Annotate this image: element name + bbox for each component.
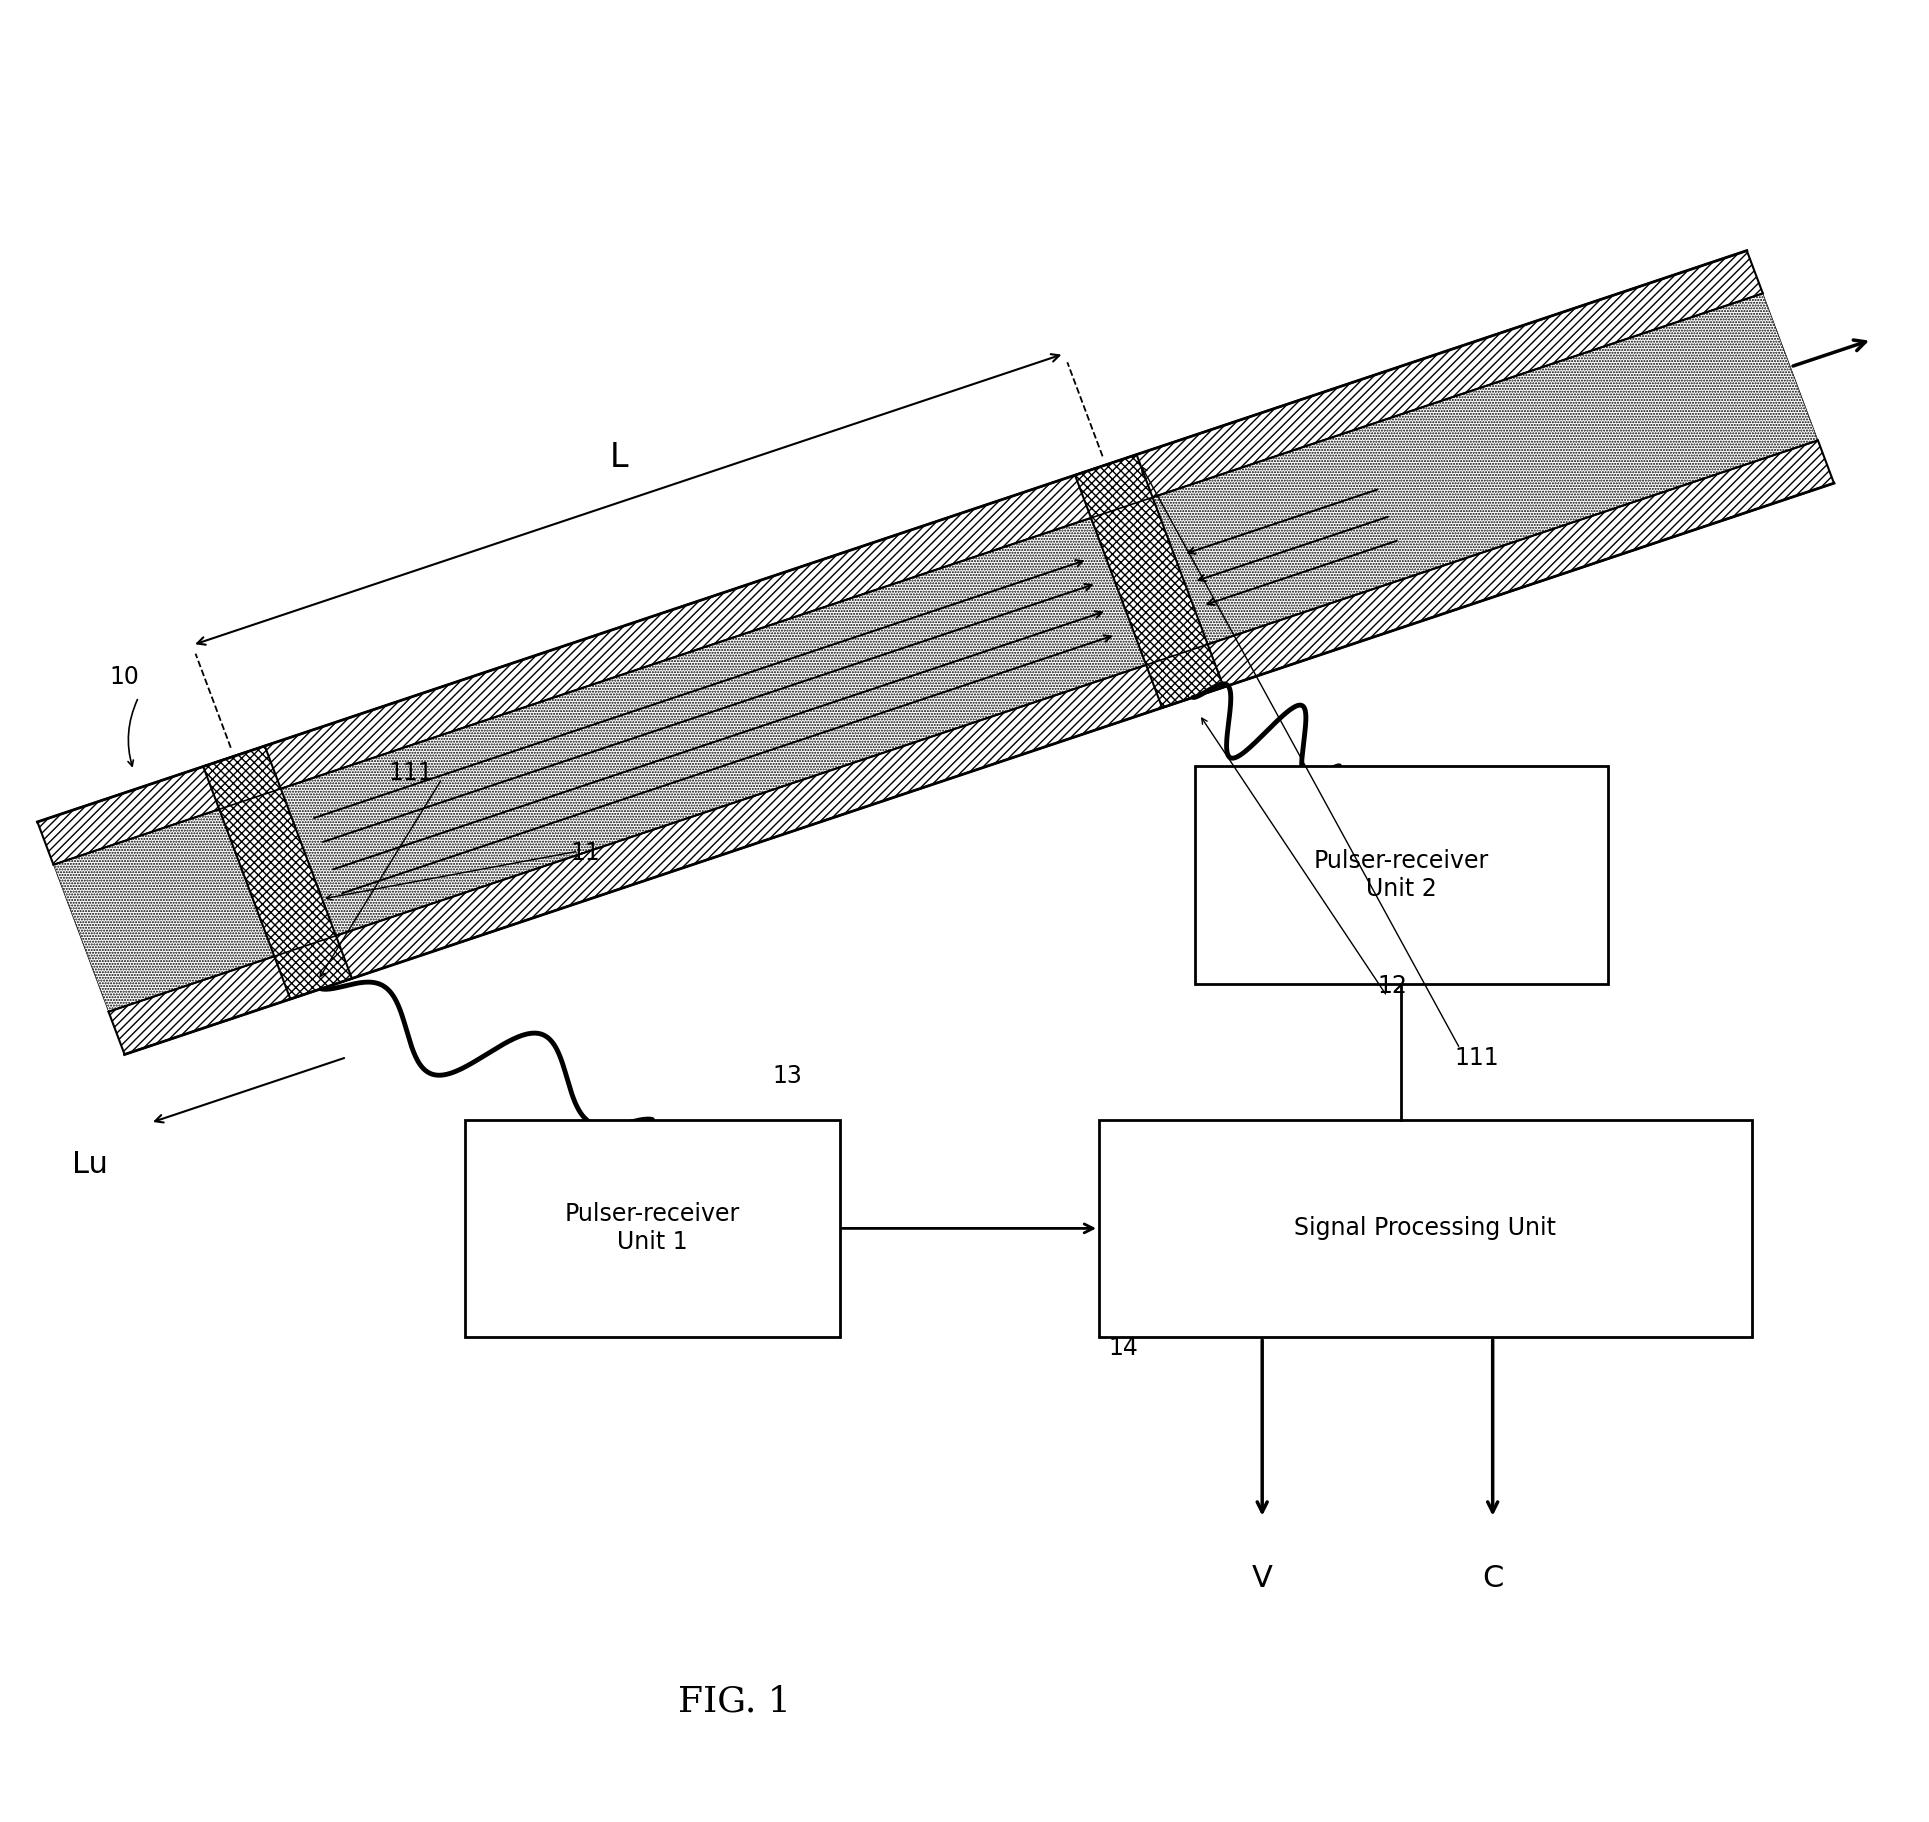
Text: 11: 11 [571,842,600,865]
Text: 12: 12 [1377,973,1408,998]
Text: FIG. 1: FIG. 1 [677,1684,791,1718]
Text: 111: 111 [388,762,432,785]
Text: 111: 111 [1454,1046,1499,1070]
Polygon shape [1074,456,1223,707]
Text: Signal Processing Unit: Signal Processing Unit [1294,1217,1557,1241]
Bar [465,1119,839,1337]
Polygon shape [108,441,1834,1055]
Text: 14: 14 [1109,1336,1138,1361]
Polygon shape [37,251,1834,1055]
Text: Pulser-receiver
Unit 1: Pulser-receiver Unit 1 [565,1203,741,1254]
Polygon shape [54,293,1817,1011]
Text: 10: 10 [110,665,139,689]
Bar [1100,1119,1752,1337]
Polygon shape [37,251,1763,865]
Text: 13: 13 [772,1064,802,1088]
Polygon shape [203,745,351,998]
Text: Lu: Lu [71,1150,108,1179]
Text: Pulser-receiver
Unit 2: Pulser-receiver Unit 2 [1314,849,1489,900]
Text: V: V [1252,1563,1273,1592]
Text: L: L [610,441,627,474]
Text: C: C [1481,1563,1503,1592]
Bar [1194,765,1609,984]
